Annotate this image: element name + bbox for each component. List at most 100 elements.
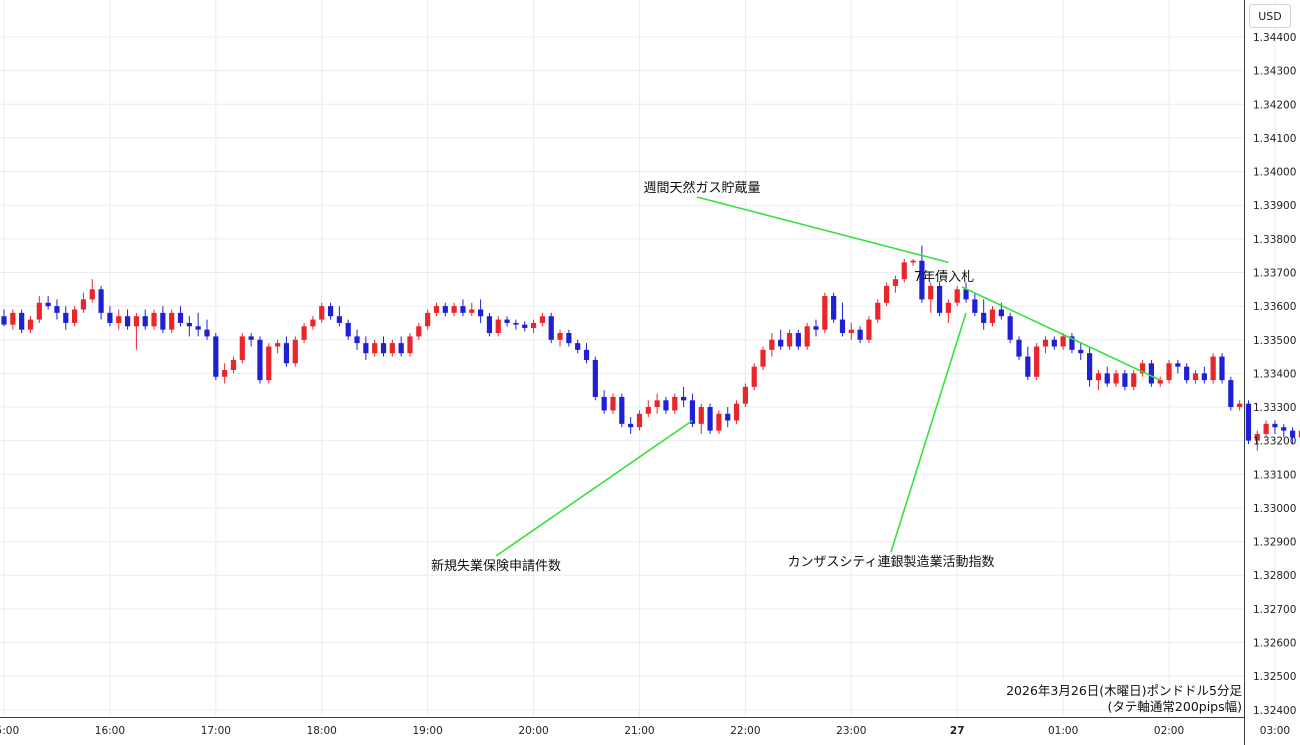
candle[interactable] [275, 339, 281, 354]
candle[interactable] [72, 306, 78, 327]
candle[interactable] [1192, 370, 1199, 384]
candle[interactable] [813, 319, 819, 337]
candle[interactable] [425, 309, 431, 330]
candle[interactable] [89, 279, 95, 303]
candle[interactable] [195, 312, 201, 337]
candle[interactable] [636, 410, 643, 431]
candle[interactable] [1219, 353, 1225, 384]
candle[interactable] [407, 333, 413, 357]
candle[interactable] [1175, 359, 1181, 374]
candle[interactable] [301, 322, 307, 344]
candle[interactable] [654, 393, 660, 414]
candle[interactable] [124, 309, 131, 330]
candle[interactable] [522, 321, 528, 332]
candle[interactable] [645, 400, 651, 418]
candle[interactable] [1184, 363, 1190, 384]
candle[interactable] [310, 316, 316, 330]
candle[interactable] [1210, 353, 1216, 384]
candle[interactable] [380, 336, 387, 357]
candle[interactable] [689, 393, 696, 428]
candle[interactable] [160, 306, 166, 334]
candle[interactable] [336, 306, 342, 327]
candle[interactable] [186, 316, 192, 337]
candle[interactable] [972, 292, 978, 317]
candle[interactable] [875, 299, 881, 323]
candle[interactable] [839, 302, 846, 337]
candle[interactable] [230, 356, 237, 374]
candle[interactable] [804, 322, 810, 350]
candle[interactable] [1228, 376, 1234, 411]
candle[interactable] [204, 319, 210, 340]
candle[interactable] [936, 282, 943, 317]
candle[interactable] [486, 312, 493, 337]
candle[interactable] [663, 396, 669, 414]
candle[interactable] [1281, 423, 1287, 438]
candle[interactable] [1254, 430, 1260, 451]
candle[interactable] [672, 393, 678, 414]
candle[interactable] [557, 329, 563, 347]
candle[interactable] [548, 312, 554, 344]
candle[interactable] [1042, 336, 1049, 354]
candle[interactable] [504, 316, 510, 327]
candle[interactable] [1289, 427, 1296, 445]
candle[interactable] [1263, 420, 1269, 438]
candle[interactable] [707, 403, 713, 434]
candle[interactable] [469, 302, 475, 317]
candle[interactable] [1078, 343, 1084, 360]
candle[interactable] [98, 285, 104, 320]
candle[interactable] [778, 329, 784, 350]
candle[interactable] [963, 282, 969, 303]
candle[interactable] [1122, 370, 1128, 391]
candle[interactable] [442, 302, 448, 317]
candle[interactable] [478, 299, 484, 323]
candle[interactable] [575, 339, 581, 354]
candle[interactable] [530, 319, 537, 334]
candle[interactable] [1166, 359, 1172, 384]
candle[interactable] [1069, 333, 1075, 354]
candle[interactable] [327, 302, 334, 320]
candle[interactable] [398, 336, 404, 357]
candle[interactable] [751, 363, 757, 391]
candle[interactable] [725, 407, 731, 428]
candle[interactable] [610, 393, 616, 414]
candle[interactable] [857, 326, 863, 344]
candle[interactable] [248, 333, 254, 347]
candle[interactable] [1007, 312, 1013, 344]
candle[interactable] [495, 316, 501, 337]
candle[interactable] [1051, 336, 1057, 350]
candle[interactable] [27, 316, 34, 334]
candle[interactable] [389, 339, 395, 357]
candle[interactable] [1060, 333, 1066, 350]
candle[interactable] [795, 329, 801, 350]
candle[interactable] [451, 302, 457, 317]
candle[interactable] [151, 309, 157, 330]
candle[interactable] [266, 343, 272, 384]
candle[interactable] [10, 309, 16, 330]
candle[interactable] [954, 285, 960, 307]
candle[interactable] [1, 309, 7, 327]
candle[interactable] [786, 329, 793, 350]
candle[interactable] [1237, 400, 1243, 411]
candle[interactable] [116, 309, 122, 330]
candle[interactable] [133, 312, 139, 350]
candle[interactable] [945, 299, 951, 323]
candle[interactable] [1034, 343, 1040, 381]
candle[interactable] [142, 309, 148, 330]
candle[interactable] [1113, 370, 1119, 387]
candle[interactable] [628, 417, 634, 434]
candle[interactable] [831, 292, 837, 323]
candle[interactable] [54, 299, 60, 320]
candle[interactable] [433, 302, 440, 317]
candle[interactable] [513, 319, 519, 330]
candle[interactable] [239, 333, 245, 364]
candle[interactable] [363, 336, 369, 360]
candle[interactable] [619, 393, 625, 428]
candle[interactable] [742, 383, 748, 408]
candle[interactable] [213, 333, 219, 381]
candle[interactable] [901, 259, 907, 283]
candle[interactable] [1201, 366, 1207, 384]
candle[interactable] [981, 299, 987, 330]
candle[interactable] [107, 306, 113, 327]
candle[interactable] [698, 403, 704, 434]
